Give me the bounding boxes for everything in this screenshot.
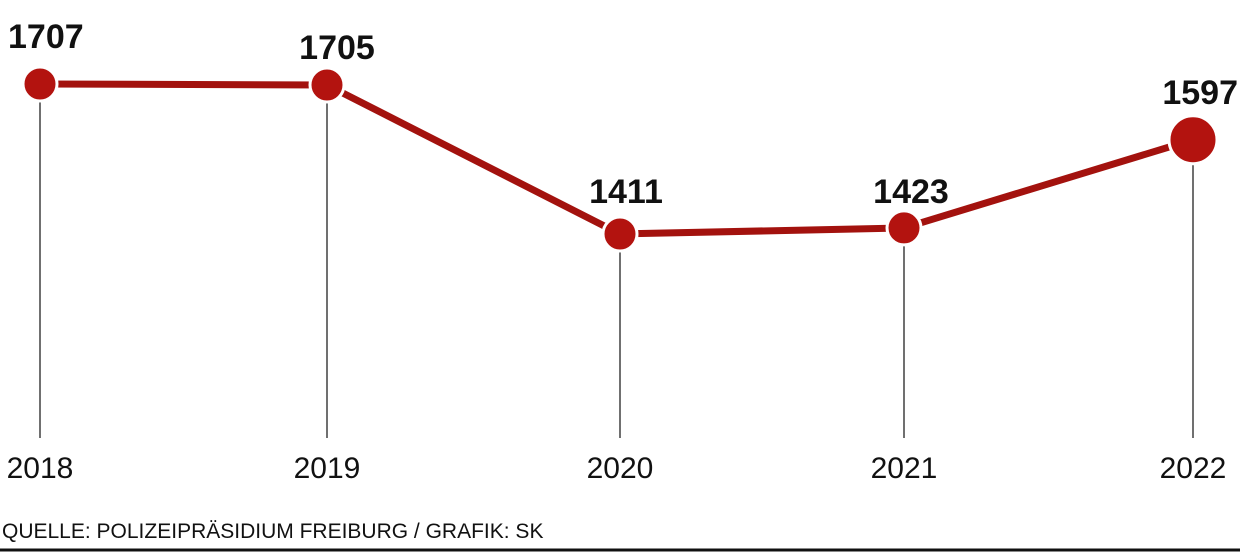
x-tick-label-2022: 2022 <box>1160 452 1227 485</box>
series-line <box>36 80 1197 238</box>
drop-lines <box>39 84 1194 438</box>
x-tick-label-2019: 2019 <box>294 452 361 485</box>
value-label-2022: 1597 <box>1162 74 1238 112</box>
x-tick-label-2021: 2021 <box>871 452 938 485</box>
value-label-2020: 1411 <box>589 173 663 211</box>
x-tick-labels: 2018 2019 2020 2021 2022 <box>7 452 1227 485</box>
data-point-2019 <box>308 66 346 104</box>
value-labels: 1707 1705 1411 1423 1597 <box>8 18 1238 211</box>
data-point-2018 <box>21 65 59 103</box>
x-tick-label-2020: 2020 <box>587 452 654 485</box>
series-line-group <box>36 80 1197 238</box>
data-point-2022 <box>1167 114 1219 166</box>
markers <box>21 65 1219 253</box>
source-credit: QUELLE: POLIZEIPRÄSIDIUM FREIBURG / GRAF… <box>2 520 543 543</box>
value-label-2021: 1423 <box>873 173 949 211</box>
value-label-2019: 1705 <box>299 29 375 67</box>
x-tick-label-2018: 2018 <box>7 452 74 485</box>
data-point-2020 <box>601 215 639 253</box>
value-label-2018: 1707 <box>8 18 84 56</box>
data-point-2021 <box>885 209 923 247</box>
